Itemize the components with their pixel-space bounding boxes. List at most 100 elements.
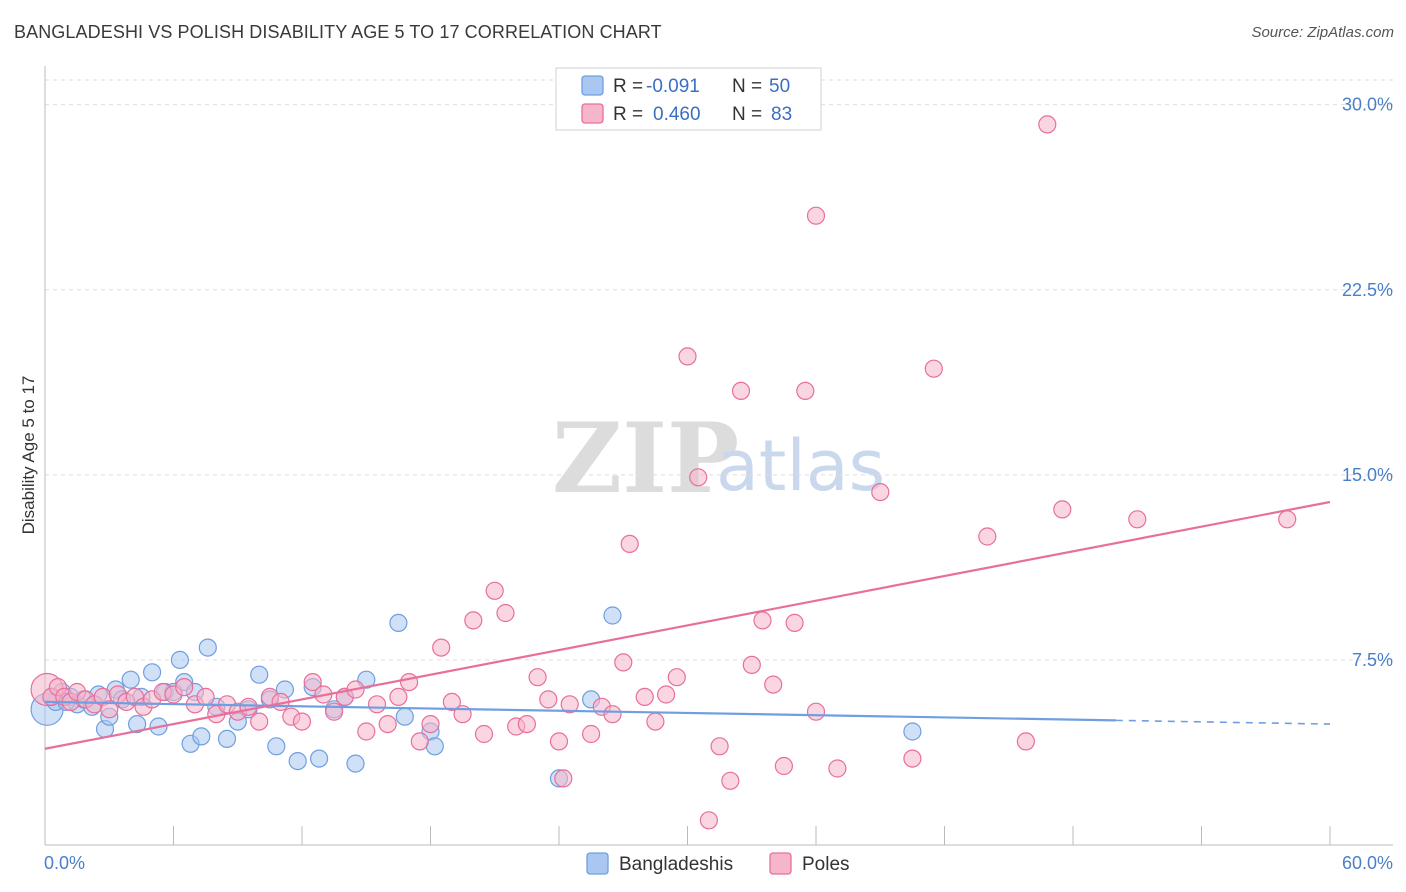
poles-point [635,687,654,707]
stats-legend: R = -0.091 N = 50 R = 0.460 N = 83 [555,67,822,131]
bangladeshis-trend-line [44,700,1116,722]
poles-point [689,468,708,487]
poles-point [753,611,772,630]
poles-point [1278,510,1297,529]
poles-points [30,115,1297,830]
poles-point [485,581,504,600]
poles-point [549,732,569,751]
poles-point [806,702,826,721]
poles-point [1016,732,1036,751]
poles-point [400,672,419,692]
legend-n-label-1: N = [732,76,762,97]
trend-lines [44,500,1331,750]
bangladeshis-point [288,751,307,771]
bangladeshis-point [346,754,365,773]
bangladeshis-point [310,749,329,768]
poles-point [389,687,408,707]
bangladeshis-point [198,638,217,657]
bangladeshis-point [192,727,211,746]
poles-point [239,697,258,716]
poles-point [646,712,665,731]
poles-point [539,690,558,709]
y-tick-label: 30.0% [1342,95,1393,115]
bangladeshis-point [217,729,237,749]
poles-point [614,653,633,672]
poles-point [978,527,997,546]
poles-point [421,714,440,734]
watermark-atlas: atlas [716,425,885,507]
poles-point [742,655,761,675]
poles-point [806,206,826,225]
poles-point [196,687,215,707]
poles-point [303,672,322,692]
bangladeshis-point [389,613,408,633]
poles-point [1053,500,1072,519]
bangladeshis-point [267,737,286,756]
poles-point [764,675,783,694]
legend-r-value-2: 0.460 [653,104,701,125]
y-tick-label: 7.5% [1352,650,1393,670]
legend-swatch-bangladeshis-bottom [586,852,609,875]
poles-point [924,359,943,378]
poles-point [828,759,847,778]
bangladeshis-point [170,650,189,670]
legend-n-label-2: N = [732,104,762,125]
poles-point [603,705,622,724]
legend-swatch-poles-bottom [769,852,792,875]
poles-point [796,381,815,400]
watermark-zip: ZIP [552,402,739,515]
y-tick-labels: 7.5% 15.0% 22.5% 30.0% [1342,95,1393,670]
poles-point [250,712,269,731]
legend-label-poles: Poles [802,854,850,875]
poles-trend-line [44,500,1331,750]
poles-point [656,685,676,704]
poles-point [1038,115,1057,134]
poles-point [678,347,697,366]
poles-point [357,722,376,741]
poles-point [774,756,794,776]
bangladeshis-point [903,722,922,741]
poles-point [474,724,494,744]
legend-swatch-poles [581,103,604,124]
poles-point [871,483,890,502]
poles-point [903,749,922,768]
poles-point [442,692,461,712]
poles-point [785,613,804,633]
poles-point [731,381,751,400]
legend-n-value-2: 83 [771,104,792,125]
legend-swatch-bangladeshis [581,75,604,96]
y-tick-label: 22.5% [1342,280,1393,300]
y-tick-label: 15.0% [1342,465,1393,485]
poles-point [432,638,451,657]
poles-point [620,534,639,554]
x-tick-min: 0.0% [44,853,85,873]
legend-r-label-1: R = [613,76,643,97]
grid-lines [45,79,1393,661]
bangladeshis-trend-extension [1115,719,1331,725]
poles-point [554,769,573,788]
bangladeshis-point [250,665,269,684]
poles-point [528,668,547,687]
poles-point [175,677,194,697]
bangladeshis-point [425,737,444,756]
poles-point [560,695,579,714]
poles-point [410,732,429,751]
legend-r-label-2: R = [613,104,643,125]
poles-point [1128,510,1147,529]
poles-point [464,611,483,630]
legend-n-value-1: 50 [769,76,790,97]
y-axis-label: Disability Age 5 to 17 [19,376,38,535]
poles-point [292,712,312,731]
poles-point [581,724,601,744]
poles-point [517,714,537,734]
x-tick-max: 60.0% [1342,853,1393,873]
bangladeshis-point [121,670,140,689]
bangladeshis-point [128,714,147,734]
series-legend: Bangladeshis Poles [586,852,850,875]
legend-label-bangladeshis: Bangladeshis [619,854,733,875]
poles-point [496,603,515,623]
bangladeshis-point [143,663,162,682]
poles-point [710,737,729,756]
poles-point [378,714,397,734]
